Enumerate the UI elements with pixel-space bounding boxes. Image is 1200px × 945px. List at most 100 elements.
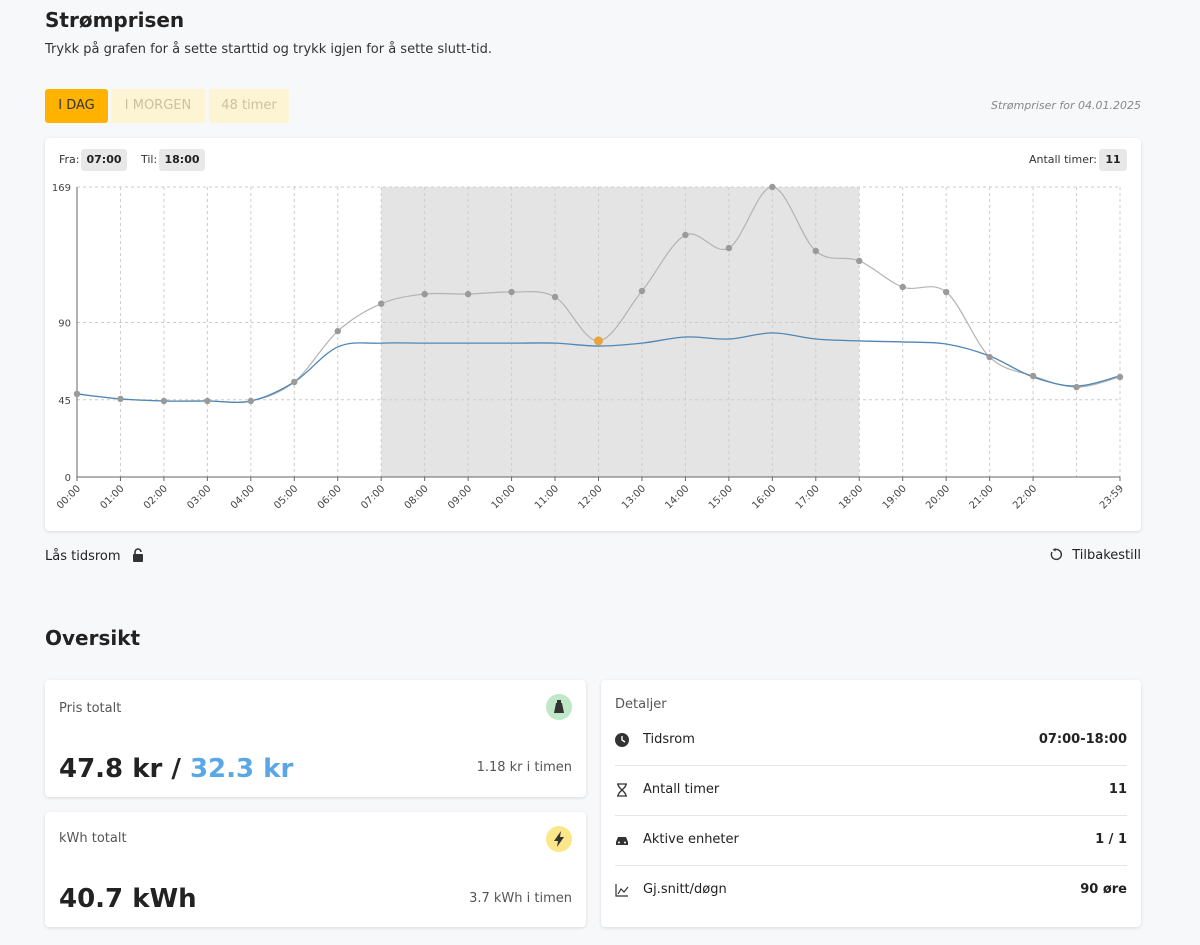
x-tick-label: 11:00 xyxy=(533,483,561,511)
row-label: Tidsrom xyxy=(643,732,695,747)
x-tick-label: 18:00 xyxy=(837,483,865,511)
reset-label: Tilbakestill xyxy=(1072,548,1141,563)
x-tick-label: 16:00 xyxy=(750,483,778,511)
selection-band xyxy=(381,187,860,477)
tab[interactable]: I MORGEN xyxy=(111,89,205,123)
price-value: 47.8 kr xyxy=(59,754,163,784)
price-point xyxy=(1073,383,1080,391)
price-point xyxy=(291,378,298,386)
x-tick-label: 02:00 xyxy=(142,483,170,511)
tab[interactable]: 48 timer xyxy=(209,89,289,123)
tab[interactable]: I DAG xyxy=(45,89,108,123)
x-tick-label: 07:00 xyxy=(359,483,387,511)
price-point xyxy=(247,397,255,405)
price-point xyxy=(812,247,819,255)
row-label: Aktive enheter xyxy=(643,832,739,847)
y-tick-label: 45 xyxy=(58,396,71,407)
price-icon xyxy=(546,694,572,720)
from-time: 07:00 xyxy=(81,149,127,171)
card-label: kWh totalt xyxy=(59,831,127,846)
section-title: Oversikt xyxy=(45,626,141,650)
x-tick-label: 23:59 xyxy=(1098,483,1126,511)
x-tick-label: 03:00 xyxy=(185,483,213,511)
detail-row: Tidsrom 07:00-18:00 xyxy=(615,715,1127,766)
price-point xyxy=(1116,373,1124,381)
price-point xyxy=(508,288,515,296)
y-tick-label: 0 xyxy=(65,473,71,484)
row-value: 11 xyxy=(1108,782,1127,797)
x-tick-label: 22:00 xyxy=(1011,483,1039,511)
x-tick-label: 01:00 xyxy=(98,483,126,511)
date-note: Strømpriser for 04.01.2025 xyxy=(991,99,1141,112)
details-title: Detaljer xyxy=(615,697,667,712)
x-tick-label: 17:00 xyxy=(794,483,822,511)
price-point xyxy=(334,327,341,335)
detail-row: Antall timer 11 xyxy=(615,765,1127,816)
price-point xyxy=(899,283,906,291)
row-label: Gj.snitt/døgn xyxy=(643,882,727,897)
price-point xyxy=(986,353,993,361)
x-tick-label: 14:00 xyxy=(663,483,691,511)
price-card: Pris totalt 47.8 kr / 32.3 kr 1.18 kr i … xyxy=(45,680,586,797)
hours-value: 11 xyxy=(1099,149,1127,171)
row-value: 1 / 1 xyxy=(1095,832,1127,847)
price-point xyxy=(551,293,559,301)
price-point xyxy=(421,290,428,298)
price-point xyxy=(638,287,646,295)
price-point xyxy=(464,290,472,298)
detail-row: Aktive enheter 1 / 1 xyxy=(615,815,1127,866)
chart-card: Fra: 07:00 Til: 18:00 Antall timer: 11 0… xyxy=(45,138,1141,531)
price-point xyxy=(1029,372,1037,380)
subtitle: Trykk på grafen for å sette starttid og … xyxy=(45,42,493,57)
row-icon xyxy=(615,884,629,897)
price-point xyxy=(160,397,168,405)
price-point xyxy=(204,397,211,405)
lock-icon xyxy=(132,548,143,562)
energy-total: 40.7 kWh xyxy=(59,884,197,914)
y-tick-label: 169 xyxy=(52,183,71,194)
y-tick-label: 90 xyxy=(58,319,71,330)
row-icon xyxy=(617,783,627,797)
detail-row: Gj.snitt/døgn 90 øre xyxy=(615,865,1127,915)
price-point xyxy=(378,300,385,307)
price-point xyxy=(73,390,81,398)
x-tick-label: 08:00 xyxy=(403,483,431,511)
page-title: Strømprisen xyxy=(45,8,185,32)
price-point xyxy=(725,244,733,252)
row-value: 90 øre xyxy=(1080,882,1127,897)
x-tick-label: 21:00 xyxy=(968,483,996,511)
reset-icon xyxy=(1050,548,1063,561)
from-label: Fra: xyxy=(59,153,80,166)
row-icon xyxy=(615,733,629,747)
row-label: Antall timer xyxy=(643,782,720,797)
to-time: 18:00 xyxy=(159,149,205,171)
price-value-alt: 32.3 kr xyxy=(189,754,294,784)
min-price-point xyxy=(594,336,603,346)
reset-button[interactable]: Tilbakestill xyxy=(1049,548,1141,563)
x-tick-label: 19:00 xyxy=(881,483,909,511)
energy-rate: 3.7 kWh i timen xyxy=(469,891,572,906)
x-tick-label: 20:00 xyxy=(924,483,952,511)
card-label: Pris totalt xyxy=(59,701,122,716)
separator: / xyxy=(171,754,181,784)
price-chart[interactable]: 0 45 90 169 00:00 01:00 02:00 03:00 04:00 05:00 06… xyxy=(45,138,1141,531)
x-tick-label: 13:00 xyxy=(620,483,648,511)
x-tick-label: 12:00 xyxy=(576,483,604,511)
x-tick-label: 10:00 xyxy=(490,483,518,511)
details-card: Detaljer Tidsrom 07:00-18:00 Antall timer 1… xyxy=(601,680,1141,927)
lock-button[interactable]: Lås tidsrom xyxy=(45,548,145,564)
price-rate: 1.18 kr i timen xyxy=(476,760,572,775)
lock-label: Lås tidsrom xyxy=(45,549,121,564)
x-tick-label: 06:00 xyxy=(316,483,344,511)
price-point xyxy=(769,183,776,191)
x-tick-label: 04:00 xyxy=(229,483,257,511)
to-label: Til: xyxy=(141,153,158,166)
price-point xyxy=(942,288,950,296)
price-total: 47.8 kr / 32.3 kr xyxy=(59,754,293,784)
energy-icon xyxy=(546,826,572,852)
x-tick-label: 15:00 xyxy=(707,483,735,511)
row-value: 07:00-18:00 xyxy=(1038,732,1127,747)
energy-card: kWh totalt 40.7 kWh 3.7 kWh i timen xyxy=(45,812,586,927)
